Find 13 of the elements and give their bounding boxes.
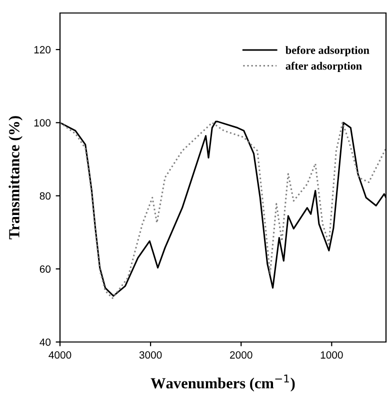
y-tick-label: 40 [40,338,51,346]
x-tick-label: 1000 [320,351,343,359]
y-axis-title: Transmittance (%) [8,116,22,240]
y-tick-label: 100 [34,119,51,127]
x-axis-title: Wavenumbers (cm$^{−1}$) [150,374,295,392]
y-tick-label: 60 [40,265,51,273]
legend-label: before adsorption [286,46,370,56]
x-tick-label: 4000 [48,351,72,359]
y-tick-label: 120 [34,46,51,54]
x-tick-label: 2000 [230,351,252,359]
y-tick-label: 80 [40,192,51,200]
x-tick-label: 3000 [139,351,162,359]
legend-label: after adsorption [286,62,362,72]
